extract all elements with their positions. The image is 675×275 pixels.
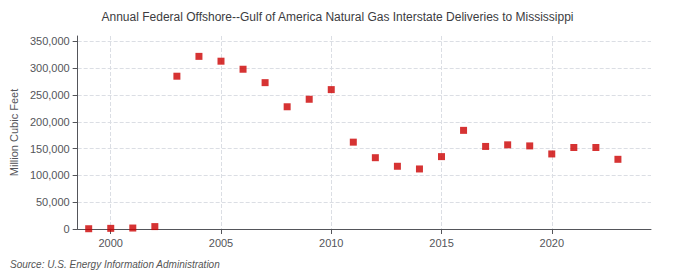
svg-text:Annual Federal Offshore--Gulf: Annual Federal Offshore--Gulf of America… (102, 10, 574, 24)
svg-text:50,000: 50,000 (36, 196, 70, 208)
svg-text:2020: 2020 (540, 237, 564, 249)
svg-text:200,000: 200,000 (30, 116, 70, 128)
svg-text:Million Cubic Feet: Million Cubic Feet (8, 89, 20, 176)
svg-text:0: 0 (64, 223, 70, 235)
svg-text:250,000: 250,000 (30, 89, 70, 101)
svg-text:300,000: 300,000 (30, 62, 70, 74)
svg-text:150,000: 150,000 (30, 143, 70, 155)
svg-text:Source: U.S. Energy Informatio: Source: U.S. Energy Information Administ… (10, 259, 220, 270)
svg-text:2015: 2015 (429, 237, 453, 249)
svg-text:350,000: 350,000 (30, 35, 70, 47)
svg-text:100,000: 100,000 (30, 169, 70, 181)
svg-text:2005: 2005 (209, 237, 233, 249)
svg-text:2000: 2000 (98, 237, 122, 249)
svg-text:2010: 2010 (319, 237, 343, 249)
